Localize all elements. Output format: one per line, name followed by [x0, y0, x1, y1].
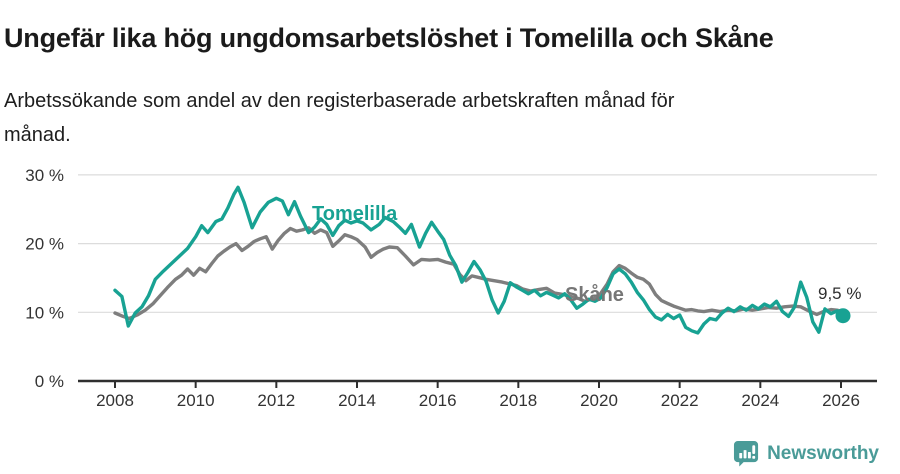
x-axis-tick-label: 2018	[499, 391, 537, 410]
end-value-annotation: 9,5 %	[818, 284, 862, 303]
y-axis-tick-label: 0 %	[35, 372, 64, 391]
page-title: Ungefär lika hög ungdomsarbetslöshet i T…	[4, 23, 774, 54]
logo-exclamation-bar	[752, 445, 756, 454]
chart-subtitle: Arbetssökande som andel av den registerb…	[4, 90, 675, 146]
series-label-tomelilla: Tomelilla	[312, 203, 398, 225]
x-axis-tick-label: 2010	[177, 391, 215, 410]
logo-bar-1	[739, 453, 743, 459]
brand-name: Newsworthy	[767, 442, 879, 464]
logo-bar-3	[748, 452, 751, 459]
x-axis-tick-label: 2024	[741, 391, 779, 410]
y-axis-tick-label: 30 %	[25, 166, 64, 185]
newsworthy-logo-icon	[734, 440, 759, 467]
newsworthy-logo-link[interactable]: Newsworthy	[733, 439, 879, 468]
x-axis-tick-label: 2014	[338, 391, 376, 410]
series-line-tomelilla	[113, 185, 845, 335]
x-axis-tick-label: 2012	[257, 391, 295, 410]
y-axis-tick-label: 20 %	[25, 235, 64, 254]
series-end-dot	[835, 308, 851, 324]
logo-bar-2	[743, 450, 747, 459]
x-axis-tick-label: 2026	[822, 391, 860, 410]
series-label-skane: Skåne	[565, 284, 624, 306]
x-axis-tick-label: 2020	[580, 391, 618, 410]
x-axis-tick-label: 2016	[419, 391, 457, 410]
logo-exclamation-dot	[752, 455, 756, 459]
series-line-skane	[113, 226, 845, 321]
x-axis-tick-label: 2022	[661, 391, 699, 410]
x-axis-tick-label: 2008	[96, 391, 134, 410]
y-axis-tick-label: 10 %	[25, 303, 64, 322]
